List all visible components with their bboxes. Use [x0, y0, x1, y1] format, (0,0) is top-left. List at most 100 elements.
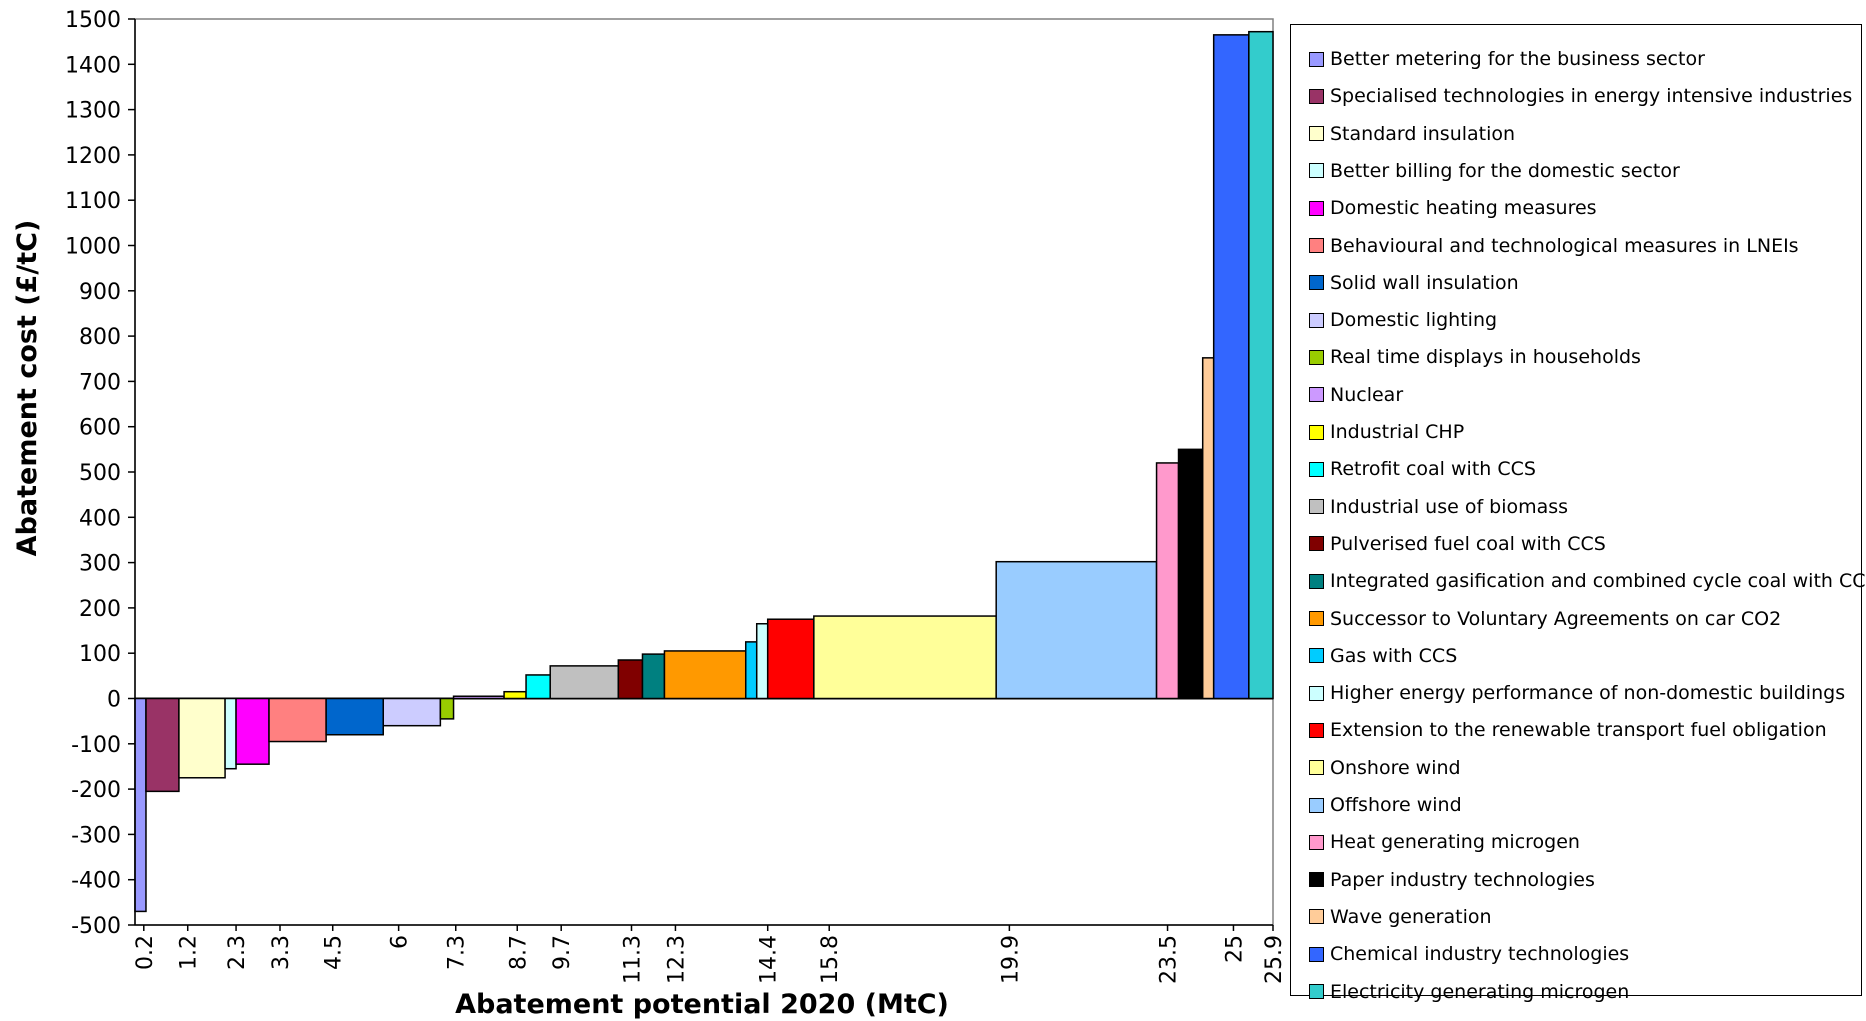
y-tick-label: -400 — [71, 869, 121, 894]
legend-swatch — [1309, 573, 1324, 589]
legend-item: Solid wall insulation — [1309, 271, 1519, 295]
x-tick-label: 23.5 — [1157, 935, 1182, 984]
legend-swatch — [1309, 312, 1324, 328]
legend-label: Domestic heating measures — [1330, 197, 1597, 220]
x-tick-label: 3.3 — [269, 935, 294, 970]
x-axis: 0.2 1.2 2.3 3.3 4.5 6 7.3 8.7 9.7 11.3 12.3 14.4 15.… — [133, 924, 1287, 984]
legend-item: Extension to the renewable transport fue… — [1309, 718, 1827, 742]
y-axis: -500 -400 -300 -200 -100 0 100 200 300 400 500 600 7… — [65, 8, 136, 939]
legend-label: Extension to the renewable transport fue… — [1330, 719, 1827, 742]
y-tick-label: 1500 — [65, 8, 121, 33]
y-tick-label: -500 — [71, 914, 121, 939]
legend-item: Real time displays in households — [1309, 345, 1641, 369]
legend-item: Domestic lighting — [1309, 308, 1497, 332]
legend-label: Pulverised fuel coal with CCS — [1330, 532, 1606, 555]
legend-swatch — [1309, 51, 1324, 67]
legend-item: Industrial use of biomass — [1309, 495, 1568, 519]
legend-label: Wave generation — [1330, 905, 1492, 928]
legend-label: Heat generating microgen — [1330, 831, 1580, 854]
legend-swatch — [1309, 387, 1324, 403]
legend-label: Specialised technologies in energy inten… — [1330, 85, 1853, 108]
legend-label: Standard insulation — [1330, 122, 1516, 145]
y-tick-label: 1300 — [65, 99, 121, 124]
legend-item: Wave generation — [1309, 905, 1492, 929]
legend-item: Better metering for the business sector — [1309, 47, 1705, 71]
legend-swatch — [1309, 461, 1324, 477]
legend-label: Industrial CHP — [1330, 421, 1465, 443]
x-tick-label: 14.4 — [757, 935, 782, 984]
bars-group — [134, 30, 1274, 913]
legend-label: Higher energy performance of non-domesti… — [1330, 682, 1846, 705]
legend-swatch — [1309, 238, 1324, 253]
legend-swatch — [1309, 163, 1324, 179]
legend-swatch — [1309, 88, 1324, 104]
legend-item: Industrial CHP — [1309, 420, 1464, 444]
legend-item: Behavioural and technological measures i… — [1309, 234, 1799, 258]
legend-item: Paper industry technologies — [1309, 868, 1595, 892]
legend-item: Retrofit coal with CCS — [1309, 457, 1536, 481]
bar-7 — [325, 697, 385, 736]
plot-frame — [134, 18, 1274, 926]
bar-5 — [235, 697, 270, 765]
legend-swatch — [1309, 200, 1324, 216]
legend-label: Domestic lighting — [1330, 309, 1498, 332]
legend-label: Chemical industry technologies — [1330, 943, 1630, 966]
bar-23 — [1177, 448, 1204, 700]
x-tick-label: 4.5 — [322, 935, 347, 970]
bar-10 — [452, 695, 505, 700]
x-tick-label: 6 — [388, 935, 413, 949]
y-tick-label: 400 — [79, 506, 121, 531]
y-tick-label: 700 — [79, 370, 121, 395]
legend-swatch — [1309, 909, 1324, 925]
bar-26 — [1248, 30, 1274, 700]
x-tick-label: 2.3 — [225, 935, 250, 970]
bar-24 — [1201, 357, 1215, 700]
legend-item: Pulverised fuel coal with CCS — [1309, 532, 1606, 556]
bar-22 — [1155, 462, 1180, 700]
bar-18 — [755, 623, 769, 700]
bar-12 — [525, 674, 551, 700]
bar-3 — [178, 697, 226, 779]
legend-swatch — [1309, 722, 1324, 738]
legend-label: Onshore wind — [1330, 756, 1461, 779]
legend-label: Solid wall insulation — [1330, 271, 1519, 294]
x-tick-label: 9.7 — [550, 935, 575, 970]
y-tick-label: 200 — [79, 597, 121, 622]
legend-item: Specialised technologies in energy inten… — [1309, 84, 1852, 108]
x-tick-label: 0.2 — [133, 935, 158, 970]
legend-item: Onshore wind — [1309, 756, 1461, 780]
bar-17 — [744, 641, 758, 700]
legend-swatch — [1309, 946, 1324, 962]
legend-label: Electricity generating microgen — [1330, 980, 1630, 1003]
legend-swatch — [1309, 275, 1324, 291]
plot-area — [134, 18, 1274, 926]
y-tick-label: -100 — [71, 733, 121, 758]
x-tick-label: 19.9 — [998, 935, 1023, 984]
x-tick-label: 8.7 — [506, 935, 531, 970]
legend-swatch — [1309, 797, 1324, 813]
legend-swatch — [1309, 611, 1324, 626]
legend-item: Gas with CCS — [1309, 644, 1457, 668]
x-tick-label: 15.8 — [818, 935, 843, 984]
y-tick-label: 0 — [107, 688, 121, 713]
legend-item: Domestic heating measures — [1309, 196, 1597, 220]
x-tick-label: 7.3 — [445, 935, 470, 970]
y-axis-title: Abatement cost (£/tC) — [12, 220, 43, 557]
legend-label: Gas with CCS — [1330, 644, 1458, 667]
legend-swatch — [1309, 424, 1324, 440]
legend-swatch — [1309, 536, 1324, 552]
legend-label: Successor to Voluntary Agreements on car… — [1330, 607, 1782, 630]
legend-label: Behavioural and technological measures i… — [1330, 234, 1799, 257]
x-tick-label: 25.9 — [1262, 935, 1287, 984]
legend-item: Offshore wind — [1309, 793, 1462, 817]
y-tick-label: 500 — [79, 461, 121, 486]
y-tick-label: 1400 — [65, 53, 121, 78]
y-tick-label: 300 — [79, 552, 121, 577]
y-tick-label: 600 — [79, 416, 121, 441]
legend-swatch — [1309, 760, 1324, 776]
legend-label: Nuclear — [1330, 383, 1404, 406]
y-tick-label: 100 — [79, 642, 121, 667]
legend-item: Higher energy performance of non-domesti… — [1309, 681, 1845, 705]
bar-11 — [503, 690, 527, 700]
